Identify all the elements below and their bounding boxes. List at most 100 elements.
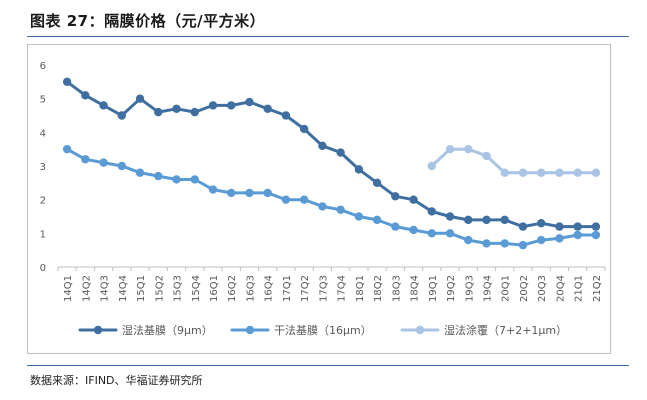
data-point-2 [318,202,327,211]
data-point-2 [445,229,455,238]
data-point-3 [555,168,564,177]
x-tick-label: 21Q1 [574,275,585,302]
source-rule [27,365,629,366]
x-tick-label: 17Q3 [318,275,329,302]
data-point-1 [81,91,90,100]
x-tick-label: 15Q4 [191,275,202,302]
title-rule [27,36,629,37]
data-point-1 [172,104,181,113]
data-point-2 [208,185,218,194]
chart-frame [27,44,611,354]
data-point-1 [135,94,145,103]
data-point-2 [99,158,108,167]
series-line-1 [65,80,598,229]
legend-swatch-marker [245,325,255,335]
data-point-2 [482,239,491,248]
data-point-2 [281,195,291,204]
data-point-2 [227,188,236,198]
data-point-2 [154,171,163,181]
data-point-3 [591,168,601,177]
data-point-2 [81,155,90,164]
data-point-2 [573,230,582,240]
y-tick-label: 1 [40,229,46,240]
x-tick-label: 20Q2 [519,275,530,302]
y-tick-label: 2 [40,196,46,207]
legend-swatch-marker [93,325,103,335]
data-point-3 [482,151,491,161]
data-point-1 [555,222,564,231]
data-point-1 [536,219,546,228]
x-tick-label: 14Q4 [118,275,129,302]
y-tick-label: 5 [40,95,46,106]
data-point-2 [135,168,145,177]
data-point-1 [336,148,345,157]
x-tick-label: 19Q2 [446,275,457,302]
legend-label: 干法基膜（16μm） [274,323,372,337]
data-point-1 [227,101,236,110]
data-point-1 [482,215,491,225]
x-tick-label: 15Q1 [136,275,147,302]
x-tick-label: 15Q3 [173,275,184,302]
data-point-3 [536,168,546,177]
data-point-2 [409,225,418,235]
data-point-1 [154,107,163,117]
y-tick-label: 6 [40,61,46,72]
data-point-2 [172,175,181,184]
data-point-2 [354,212,364,221]
x-tick-label: 19Q1 [428,275,439,302]
x-tick-label: 20Q1 [501,275,512,302]
data-point-1 [263,104,272,113]
x-tick-label: 17Q1 [282,275,293,302]
data-point-2 [299,195,309,204]
x-tick-label: 15Q2 [154,275,165,302]
y-tick-label: 4 [40,128,46,139]
figure-title: 图表 27：隔膜价格（元/平方米） [30,12,266,30]
data-point-1 [573,222,582,231]
legend-swatch-marker [415,325,425,335]
data-point-1 [427,207,436,216]
data-point-1 [518,222,528,231]
data-point-2 [464,235,473,245]
data-point-2 [427,229,436,238]
x-tick-label: 19Q4 [482,275,493,302]
x-tick-label: 14Q2 [81,275,92,302]
data-point-1 [591,222,601,231]
data-point-2 [372,215,382,225]
data-point-3 [427,161,436,171]
data-point-2 [518,240,528,250]
data-point-2 [245,188,254,198]
data-point-1 [299,124,309,134]
x-tick-label: 18Q3 [391,275,402,302]
data-point-1 [409,195,418,204]
x-tick-label: 20Q4 [555,275,566,302]
data-point-1 [117,111,127,120]
x-tick-label: 18Q1 [355,275,366,302]
data-point-3 [464,144,473,154]
x-tick-label: 21Q2 [592,275,603,302]
data-point-2 [591,230,601,240]
x-tick-label: 17Q4 [337,275,348,302]
data-point-2 [500,239,509,248]
source-note: 数据来源：IFIND、华福证券研究所 [30,374,203,387]
data-point-2 [555,234,564,243]
data-point-2 [536,235,546,245]
data-point-1 [372,178,382,188]
data-point-1 [208,101,218,110]
legend-label: 湿法基膜（9μm） [122,323,213,337]
x-tick-label: 17Q2 [300,275,311,302]
data-point-1 [354,165,364,174]
data-point-3 [500,168,509,177]
x-tick-label: 20Q3 [537,275,548,302]
data-point-2 [117,161,127,171]
series-line-2 [65,147,598,247]
series-line-3 [430,147,598,175]
data-point-3 [518,168,528,177]
y-tick-label: 3 [40,162,46,173]
data-point-1 [62,77,72,87]
data-point-1 [190,107,199,117]
legend-label: 湿法涂覆（7+2+1μm） [444,323,567,337]
data-point-1 [245,97,254,107]
x-tick-label: 14Q1 [63,275,74,302]
data-point-2 [336,205,345,214]
